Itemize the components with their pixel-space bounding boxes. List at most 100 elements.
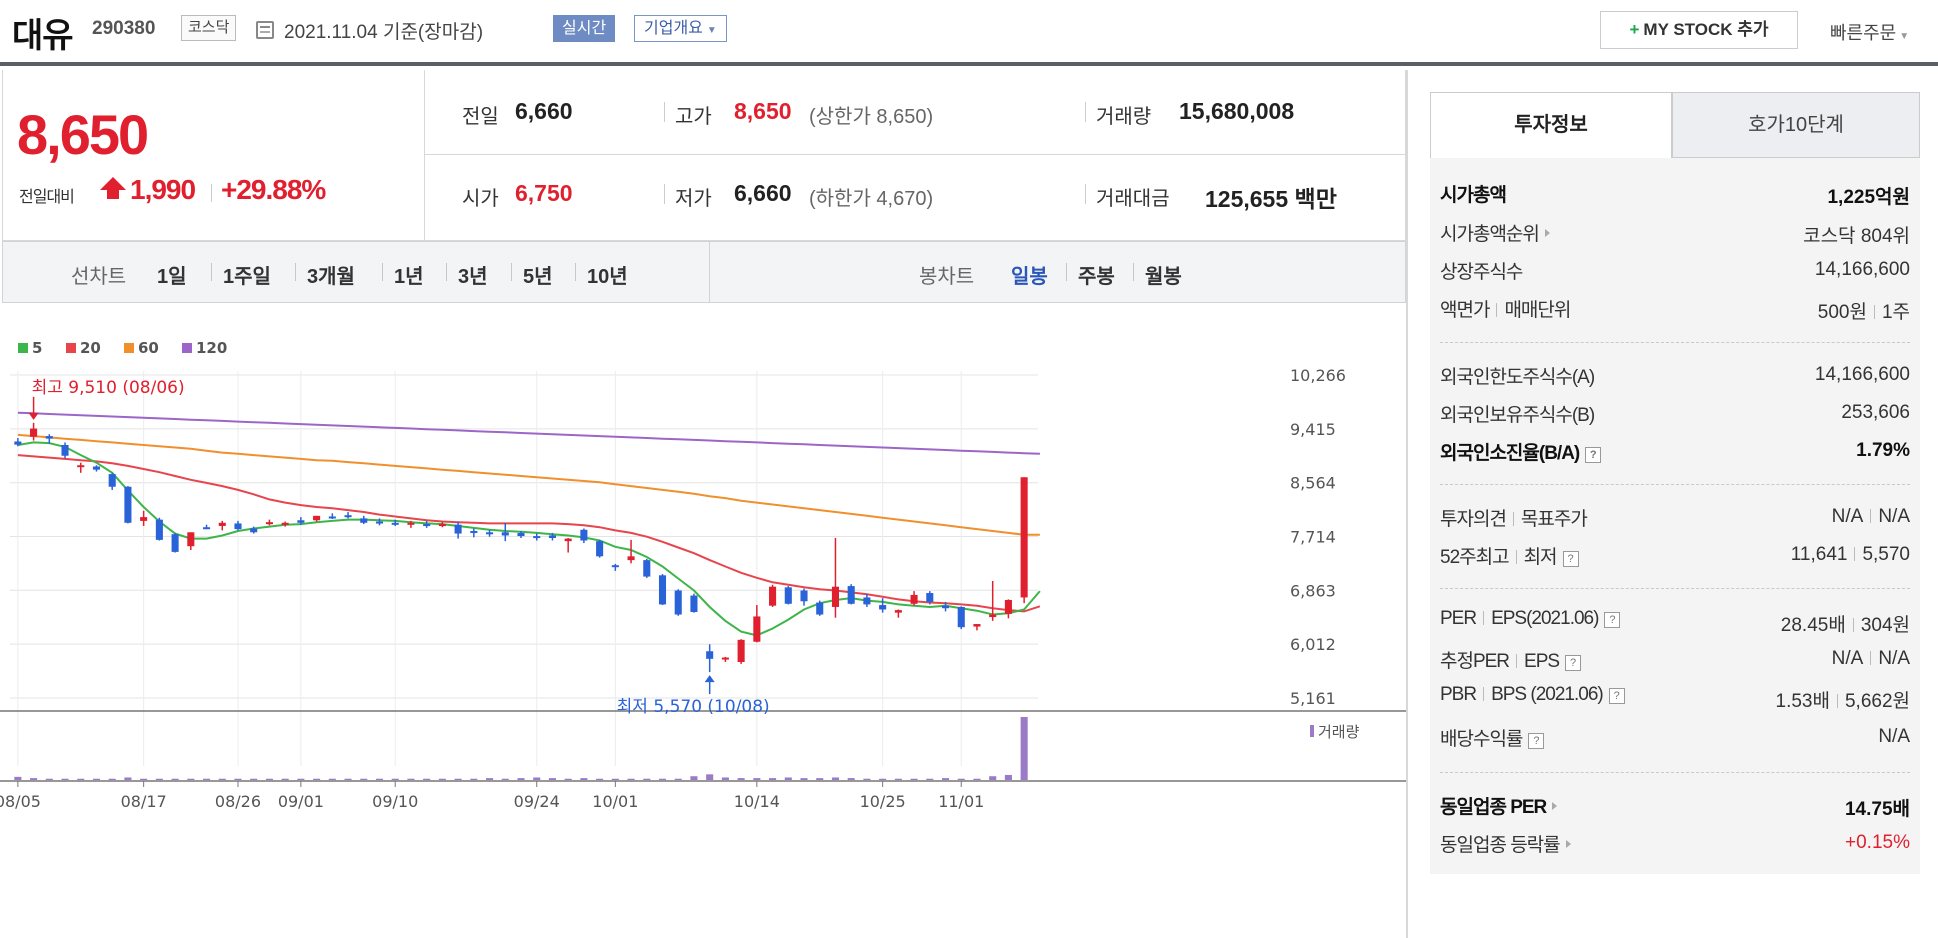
candle-body [721,657,729,660]
volume-value: 15,680,008 [1179,98,1295,124]
dividend-value: N/A [1878,726,1910,747]
volume-bar [45,778,53,780]
help-icon[interactable]: ? [1608,688,1625,704]
divider [1870,651,1872,665]
candle-body [941,605,950,609]
candle-body [784,587,792,604]
sector-per-value: 14.75배 [1844,799,1910,820]
candlestick-chart: 5 20 60 120 10,266 9,415 8,564 7,714 6,863 6,012… [0,339,1406,811]
listed-shares-value: 14,166,600 [1814,259,1910,280]
candle-weekly[interactable]: 주봉 [1078,266,1115,288]
sector-change-row[interactable]: 동일업종 등락률 +0.15% [1440,830,1910,860]
chart-grid [0,371,1406,782]
volume-bar [297,778,305,780]
trading-unit-label: 매매단위 [1504,300,1571,321]
period-10y[interactable]: 10년 [587,266,628,288]
volume-bar [391,778,399,780]
candle-body [203,527,211,530]
prev-close-value: 6,660 [515,98,573,124]
candle-body [580,529,588,541]
candle-body [234,523,242,530]
low-annotation: 최저 5,570 (10/08) [617,697,770,717]
x-tick-label: 09/01 [278,792,324,811]
divider [664,184,665,204]
tab-orderbook-10[interactable]: 호가10단계 [1672,92,1920,158]
candle-body [281,522,289,525]
dividend-label: 배당수익률 [1440,729,1523,750]
low-value: 6,660 [734,180,792,206]
change-label: 전일대비 [19,189,75,206]
help-icon[interactable]: ? [1565,655,1582,671]
candle-body [658,575,667,605]
candle-body [124,486,132,523]
volume-bar [77,778,85,780]
period-3m[interactable]: 3개월 [307,266,355,288]
period-1y[interactable]: 1년 [394,266,424,288]
tab-investment-info[interactable]: 투자정보 [1430,92,1672,158]
period-5y[interactable]: 5년 [523,266,553,288]
legend-label: 20 [80,339,101,357]
current-price-box: 8,650 전일대비 1,990 +29.88% [3,70,425,241]
period-3y[interactable]: 3년 [458,266,488,288]
volume-bar [847,778,855,780]
period-1w[interactable]: 1주일 [223,266,271,288]
listed-shares-label: 상장주식수 [1440,262,1523,283]
line-chart-label: 선차트 [71,266,127,288]
company-info-dropdown[interactable]: 기업개요 ▼ [634,15,727,42]
volume-bar [658,778,667,780]
candles [14,422,1028,673]
market-cap-value: 1,225억원 [1827,187,1910,208]
volume-bars: 거래량 [14,717,1360,780]
per-row: PER EPS(2021.06)? 28.45배 304원 [1440,608,1910,638]
candle-body [894,610,902,613]
help-icon[interactable]: ? [1562,551,1579,567]
candle-body [517,532,525,537]
stock-code: 290380 [92,18,156,39]
divider [446,263,447,281]
candle-body [360,518,368,523]
help-icon[interactable]: ? [1604,612,1621,628]
volume-bar [218,778,226,780]
period-1d[interactable]: 1일 [157,266,187,288]
market-cap-row: 시가총액 1,225억원 [1440,180,1910,210]
price-change: 1,990 [130,174,196,205]
volume-bar [14,776,22,780]
base-date: 2021.11.04 기준(장마감) [284,22,484,43]
sector-change-label: 동일업종 등락률 [1440,835,1561,856]
foreign-limit-row: 외국인한도주식수(A) 14,166,600 [1440,362,1910,392]
x-tick-label: 10/25 [860,792,906,811]
foreign-ratio-row: 외국인소진율(B/A)? 1.79% [1440,438,1910,468]
sector-per-row[interactable]: 동일업종 PER 14.75배 [1440,792,1910,822]
candle-body [548,535,556,538]
eps-value: 304원 [1860,615,1910,636]
chart-period-bar: 선차트 1일 1주일 3개월 1년 3년 5년 10년 봉차트 일봉 주봉 월봉 [2,241,1406,303]
quick-order-link[interactable]: 빠른주문 ▼ [1830,19,1909,45]
volume-bar [438,778,446,780]
divider [575,263,576,281]
help-icon[interactable]: ? [1585,447,1602,463]
y-tick-label: 10,266 [1290,366,1346,385]
volume-bar [517,778,525,780]
price-chart[interactable]: 5 20 60 120 10,266 9,415 8,564 7,714 6,863 6,012… [0,303,1406,938]
volume-bar [800,778,808,780]
current-price: 8,650 [17,103,149,166]
volume-bar [816,778,824,780]
legend-label: 120 [196,339,227,357]
volume-bar [737,778,745,780]
market-cap-rank-label: 시가총액순위 [1440,224,1540,245]
y-tick-label: 6,012 [1290,635,1336,654]
candle-body [391,522,399,525]
add-my-stock-button[interactable]: + MY STOCK 추가 [1600,11,1798,49]
market-cap-rank-row[interactable]: 시가총액순위 코스닥 804위 [1440,219,1910,249]
est-per-value: N/A [1831,648,1864,669]
add-my-stock-label: MY STOCK 추가 [1643,20,1769,39]
help-icon[interactable]: ? [1528,733,1545,749]
caret-right-icon [1544,229,1550,237]
divider [1406,70,1408,938]
week52-row: 52주최고 최저? 11,641 5,570 [1440,542,1910,572]
foreign-limit-value: 14,166,600 [1814,364,1910,385]
candle-monthly[interactable]: 월봉 [1145,266,1182,288]
candle-daily[interactable]: 일봉 [1011,266,1048,288]
realtime-button[interactable]: 실시간 [553,15,616,42]
candle-body [1020,477,1028,598]
